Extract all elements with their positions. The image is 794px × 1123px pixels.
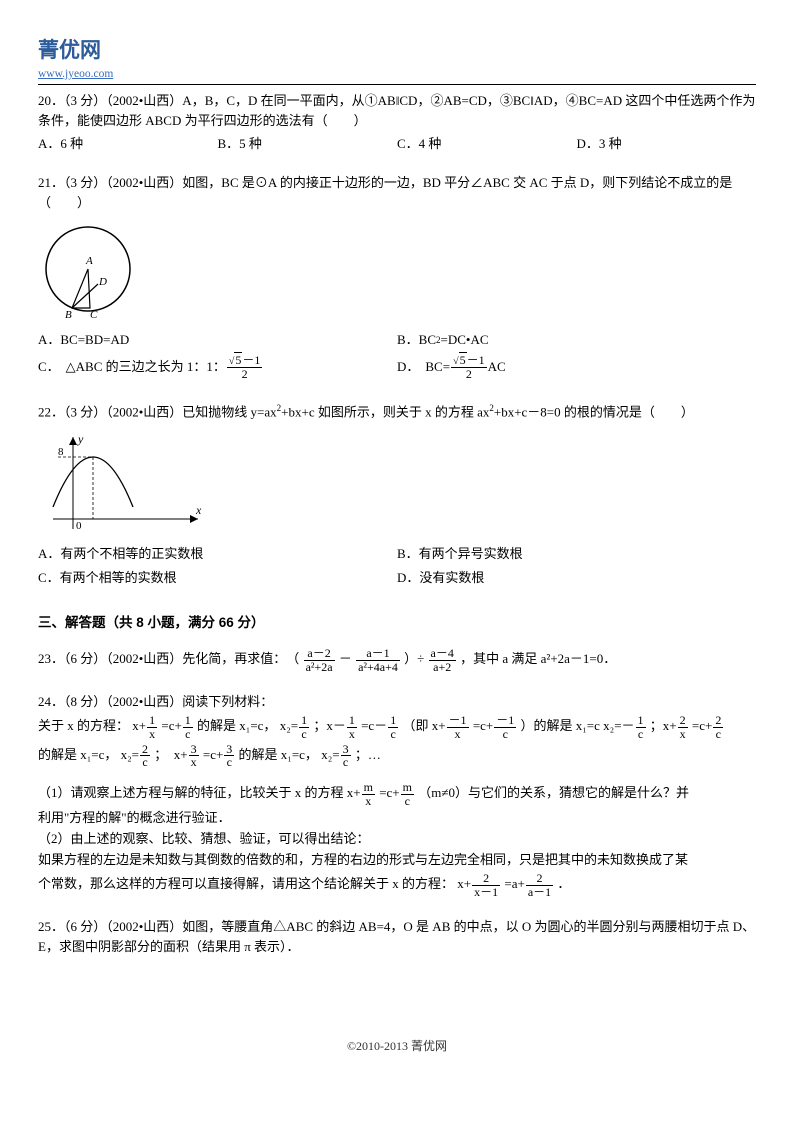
q24-p1c: =c+ bbox=[379, 785, 399, 800]
q24-p1b: x+ bbox=[347, 785, 361, 800]
q21-stem: 21．（3 分）（2002•山西）如图，BC 是⊙A 的内接正十边形的一边，BD… bbox=[38, 173, 756, 213]
q24-l2a: 的解是 x₁=c， bbox=[38, 747, 117, 762]
q21-d-label: D． bbox=[397, 357, 419, 378]
q24-l1d: 的解是 x₁=c， bbox=[197, 718, 276, 733]
q24-line2: 的解是 x₁=c， x₂=2c ； x+3x =c+3c 的解是 x₁=c， x… bbox=[38, 741, 756, 770]
q23-m2: ）÷ bbox=[404, 651, 424, 666]
q21-figure: A B C D bbox=[38, 219, 756, 326]
q24-p4b: x+ bbox=[457, 876, 471, 891]
q24-l1k: ）的解是 x₁=c bbox=[521, 718, 600, 733]
q24-line1: 关于 x 的方程： x+1x =c+1c 的解是 x₁=c， x₂=1c ；x－… bbox=[38, 712, 756, 741]
q24-l1b: x+ bbox=[132, 718, 146, 733]
question-25: 25．（6 分）（2002•山西）如图，等腰直角△ABC 的斜边 AB=4，O … bbox=[38, 917, 756, 957]
q24-p4a: 个常数，那么这样的方程可以直接得解，请用这个结论解关于 x 的方程： bbox=[38, 876, 454, 891]
q24-stem: 24．（8 分）（2002•山西）阅读下列材料： bbox=[38, 692, 756, 712]
q24-p3: 如果方程的左边是未知数与其倒数的倍数的和，方程的右边的形式与左边完全相同，只是把… bbox=[38, 850, 756, 871]
q22-stem-r: +bx+c－8=0 的根的情况是（ ） bbox=[494, 404, 694, 419]
triangle-abc bbox=[72, 269, 90, 308]
q24-l1a: 关于 x 的方程： bbox=[38, 718, 129, 733]
q24-l1i: x+ bbox=[432, 718, 446, 733]
q20-opt-c: C．4 种 bbox=[397, 134, 577, 155]
site-title: 菁优网 bbox=[38, 34, 756, 68]
q22-stem: 22．（3 分）（2002•山西）已知抛物线 y=ax2+bx+c 如图所示，则… bbox=[38, 402, 756, 422]
q24-l2d: =c+ bbox=[203, 747, 223, 762]
q24-p1: （1）请观察上述方程与解的特征，比较关于 x 的方程 x+mx =c+mc （m… bbox=[38, 779, 756, 808]
q20-opt-a: A．6 种 bbox=[38, 134, 218, 155]
q21-d-frac: √5－12 bbox=[451, 354, 487, 381]
q22-figure: 8 0 x y bbox=[38, 429, 756, 541]
q24-p1e: 利用"方程的解"的概念进行验证． bbox=[38, 808, 756, 829]
q20-opt-b: B．5 种 bbox=[218, 134, 398, 155]
y-arrow bbox=[69, 437, 77, 445]
q22-options: A．有两个不相等的正实数根 B．有两个异号实数根 C．有两个相等的实数根 D．没… bbox=[38, 544, 756, 592]
q23-f1: a－2a²+2a bbox=[304, 647, 335, 673]
q21-c-text: △ABC 的三边之长为 1：1： bbox=[66, 357, 226, 378]
label-d: D bbox=[98, 276, 107, 288]
q22-opt-c: C．有两个相等的实数根 bbox=[38, 568, 397, 589]
q21-opt-a: A．BC=BD=AD bbox=[38, 330, 397, 351]
q22-stem-m: +bx+c 如图所示，则关于 x 的方程 ax bbox=[281, 404, 489, 419]
y-label: y bbox=[77, 432, 84, 446]
q24-l1j: =c+ bbox=[473, 718, 493, 733]
q24-l1f: ；x－ bbox=[313, 718, 346, 733]
q24-p1d: （m≠0）与它们的关系，猜想它的解是什么？并 bbox=[418, 785, 689, 800]
q23-post: ，其中 a 满足 a²+2a－1=0． bbox=[460, 651, 616, 666]
q24-p1a: （1）请观察上述方程与解的特征，比较关于 x 的方程 bbox=[38, 785, 344, 800]
q21-b-post: =DC•AC bbox=[441, 330, 489, 351]
q24-l2b: x₂= bbox=[121, 747, 139, 762]
line-bd bbox=[72, 284, 98, 308]
label-b: B bbox=[65, 309, 72, 319]
q22-opt-a: A．有两个不相等的正实数根 bbox=[38, 544, 397, 565]
q22-opt-b: B．有两个异号实数根 bbox=[397, 544, 756, 565]
q24-l2c: ； x+ bbox=[154, 747, 187, 762]
x-label: x bbox=[195, 503, 202, 517]
q25-stem: 25．（6 分）（2002•山西）如图，等腰直角△ABC 的斜边 AB=4，O … bbox=[38, 917, 756, 957]
q24-l1h: （即 bbox=[402, 718, 428, 733]
origin-label: 0 bbox=[76, 520, 82, 532]
q24-p4c: =a+ bbox=[504, 876, 524, 891]
q23-f2: a－1a²+4a+4 bbox=[356, 647, 400, 673]
q24-l1m: ；x+ bbox=[650, 718, 677, 733]
peak-label: 8 bbox=[58, 446, 64, 458]
header-divider bbox=[38, 84, 756, 85]
q23-m1: － bbox=[339, 651, 352, 666]
q21-options: A．BC=BD=AD B．BC2=DC•AC C． △ABC 的三边之长为 1：… bbox=[38, 330, 756, 384]
q20-stem: 20．（3 分）（2002•山西）A，B，C，D 在同一平面内，从①AB‖CD，… bbox=[38, 91, 756, 131]
q21-d-r: AC bbox=[488, 357, 506, 378]
q21-c-frac: √5－12 bbox=[227, 354, 263, 381]
q20-opt-d: D．3 种 bbox=[577, 134, 757, 155]
page-footer: ©2010-2013 菁优网 bbox=[38, 1037, 756, 1056]
q24-l2f: x₂= bbox=[321, 747, 339, 762]
label-a: A bbox=[85, 255, 93, 267]
question-22: 22．（3 分）（2002•山西）已知抛物线 y=ax2+bx+c 如图所示，则… bbox=[38, 402, 756, 592]
question-21: 21．（3 分）（2002•山西）如图，BC 是⊙A 的内接正十边形的一边，BD… bbox=[38, 173, 756, 384]
q23-f3: a－4a+2 bbox=[429, 647, 456, 673]
q21-opt-c: C． △ABC 的三边之长为 1：1： √5－12 bbox=[38, 354, 397, 381]
q24-l2g: ；… bbox=[355, 747, 381, 762]
section-3-title: 三、解答题（共 8 小题，满分 66 分） bbox=[38, 612, 756, 634]
q22-opt-d: D．没有实数根 bbox=[397, 568, 756, 589]
q21-opt-d: D． BC= √5－12 AC bbox=[397, 354, 756, 381]
q24-p4d: ． bbox=[557, 876, 570, 891]
q24-l2e: 的解是 x₁=c， bbox=[239, 747, 318, 762]
q21-d-l: BC= bbox=[425, 357, 450, 378]
q21-opt-b: B．BC2=DC•AC bbox=[397, 330, 756, 351]
q24-l1g: =c－ bbox=[361, 718, 387, 733]
q24-p4: 个常数，那么这样的方程可以直接得解，请用这个结论解关于 x 的方程： x+2x－… bbox=[38, 870, 756, 899]
q24-l1c: =c+ bbox=[161, 718, 181, 733]
question-24: 24．（8 分）（2002•山西）阅读下列材料： 关于 x 的方程： x+1x … bbox=[38, 692, 756, 899]
q20-options: A．6 种 B．5 种 C．4 种 D．3 种 bbox=[38, 134, 756, 155]
q24-l1e: x₂= bbox=[280, 718, 298, 733]
q21-b-pre: B．BC bbox=[397, 330, 436, 351]
q22-stem-l: 22．（3 分）（2002•山西）已知抛物线 y=ax bbox=[38, 404, 277, 419]
site-url: www.jyeoo.com bbox=[38, 65, 756, 83]
q21-c-label: C． bbox=[38, 357, 60, 378]
question-20: 20．（3 分）（2002•山西）A，B，C，D 在同一平面内，从①AB‖CD，… bbox=[38, 91, 756, 155]
q24-l1l: x₂=－ bbox=[603, 718, 634, 733]
label-c: C bbox=[90, 309, 98, 319]
q24-p2: （2）由上述的观察、比较、猜想、验证，可以得出结论： bbox=[38, 829, 756, 850]
q24-l1n: =c+ bbox=[692, 718, 712, 733]
question-23: 23．（6 分）（2002•山西）先化简，再求值： （ a－2a²+2a － a… bbox=[38, 645, 756, 674]
q23-pre: 23．（6 分）（2002•山西）先化简，再求值： （ bbox=[38, 651, 299, 666]
